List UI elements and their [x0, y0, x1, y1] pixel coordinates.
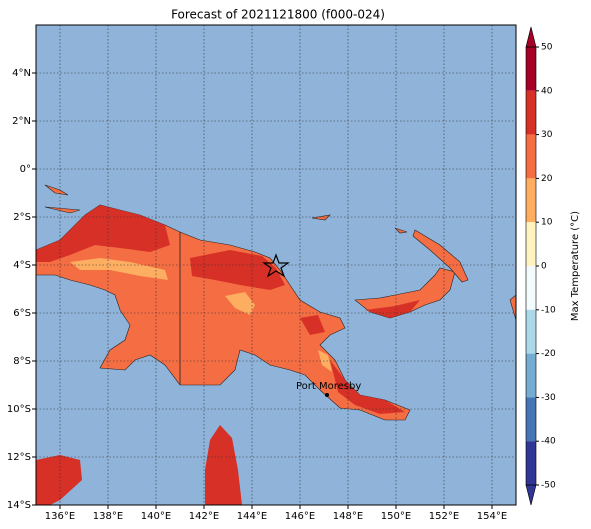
map-title: Forecast of 2021121800 (f000-024) [171, 8, 385, 22]
y-tick-label: 4°N [12, 68, 31, 79]
new-britain [354, 267, 456, 319]
x-tick-label: 146°E [285, 511, 315, 522]
y-tick-label: 10°S [7, 404, 31, 415]
australia-west [36, 455, 82, 505]
hot-region [190, 250, 285, 290]
colorbar-band [526, 397, 536, 442]
x-tick-label: 138°E [93, 511, 123, 522]
colorbar-tick-label: 20 [541, 174, 553, 184]
star-marker [262, 253, 290, 278]
map: Port Moresby [35, 25, 517, 505]
hot-region [300, 315, 325, 335]
colorbar-tick-label: 0 [541, 262, 547, 272]
y-tick-label: 12°S [7, 452, 31, 463]
city-label: Port Moresby [296, 381, 361, 392]
island [44, 184, 69, 196]
city-marker [325, 393, 329, 397]
australia [205, 425, 242, 505]
colorbar-tick-label: 10 [541, 218, 553, 228]
x-tick-label: 152°E [429, 511, 459, 522]
new-guinea [35, 204, 411, 421]
colorbar-band [526, 222, 536, 266]
colorbar: 50 40 30 20 10 0 -10 -20 -30 -40 -50 [525, 26, 556, 506]
island [394, 227, 408, 234]
y-tick-label: 14°S [7, 500, 31, 511]
colorbar-tick-label: -50 [541, 481, 556, 491]
y-tick-label: 8°S [13, 356, 31, 367]
island [311, 214, 331, 221]
y-tick-label: 2°S [13, 212, 31, 223]
x-tick-label: 154°E [477, 511, 507, 522]
hot-region [365, 300, 420, 318]
y-tick-label: 4°S [13, 260, 31, 271]
y-tick-label: 6°S [13, 308, 31, 319]
colorbar-band [526, 134, 536, 179]
island [44, 206, 81, 214]
colorbar-tick-label: 30 [541, 130, 553, 140]
colorbar-band [526, 90, 536, 135]
colorbar-tick-label: 50 [541, 43, 553, 53]
grid: 136°E 138°E 140°E 142°E 144°E 146°E 148°E 150°E… [7, 25, 516, 522]
map-frame [35, 24, 517, 506]
x-tick-label: 140°E [141, 511, 171, 522]
colorbar-band [526, 353, 536, 398]
colorbar-band [526, 178, 536, 223]
colorbar-label: Max Temperature (°C) [570, 211, 581, 321]
x-tick-label: 150°E [381, 511, 411, 522]
new-ireland [412, 229, 469, 283]
y-tick-label: 2°N [12, 116, 31, 127]
colorbar-tick-label: -40 [541, 437, 556, 447]
colorbar-tick-label: -10 [541, 305, 556, 315]
y-tick-label: 0° [20, 164, 31, 175]
warm-region [318, 350, 332, 372]
colorbar-band [526, 47, 536, 91]
colorbar-extend [525, 26, 537, 48]
colorbar-band [526, 441, 536, 485]
x-tick-label: 136°E [45, 511, 75, 522]
colorbar-tick-label: -30 [541, 393, 556, 403]
colorbar-band [526, 309, 536, 354]
hot-region [330, 360, 405, 414]
x-tick-label: 144°E [237, 511, 267, 522]
colorbar-tick-label: -20 [541, 349, 556, 359]
hot-region [36, 205, 170, 262]
colorbar-band [526, 266, 536, 310]
x-tick-label: 148°E [333, 511, 363, 522]
colorbar-extend [525, 484, 537, 506]
warm-region [225, 292, 255, 315]
x-tick-label: 142°E [189, 511, 219, 522]
warm-region [70, 258, 168, 280]
colorbar-tick-label: 40 [541, 86, 553, 96]
